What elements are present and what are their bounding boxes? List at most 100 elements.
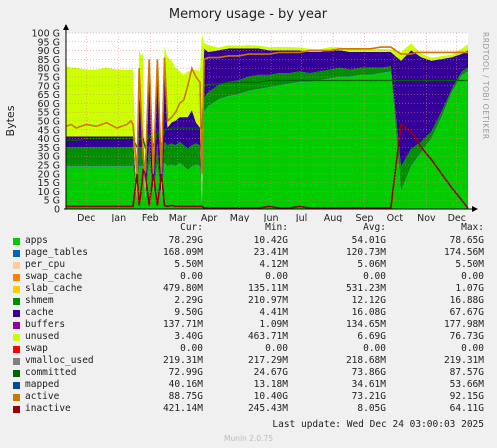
legend-swatch — [13, 346, 20, 353]
x-tick-label: Sep — [356, 213, 374, 222]
legend-row-vmalloc_used: vmalloc_used 219.31M 217.29M 218.68M 219.31M — [0, 355, 497, 367]
x-tick-label: Feb — [142, 213, 159, 222]
legend-name: buffers — [25, 319, 66, 330]
area-apps — [66, 71, 468, 209]
legend-row-swap: swap 0.00 0.00 0.00 0.00 — [0, 343, 497, 355]
legend-cur: 168.09M — [162, 247, 203, 258]
legend-max: 87.57G — [449, 367, 484, 378]
x-tick-label: Nov — [417, 213, 436, 222]
legend-swatch — [13, 406, 20, 413]
y-tick-label: 0 — [54, 205, 60, 216]
legend-min: 1.09M — [259, 319, 288, 330]
legend-min: 0.00 — [265, 343, 288, 354]
legend-max: 174.56M — [443, 247, 484, 258]
x-axis-arrow — [472, 206, 478, 212]
legend-avg: 218.68M — [345, 355, 386, 366]
legend-min: 210.97M — [247, 295, 288, 306]
legend-min: 135.11M — [247, 283, 288, 294]
legend-cur: 3.40G — [174, 331, 203, 342]
rrdtool-side-label: RRDTOOL / TOBI OETIKER — [481, 32, 490, 140]
legend-min: 217.29M — [247, 355, 288, 366]
legend-header-cur: Cur: — [180, 222, 203, 233]
legend-swatch — [13, 322, 20, 329]
x-tick-label: Aug — [324, 213, 343, 222]
legend-avg: 34.61M — [351, 379, 386, 390]
legend-header: Cur: Min: Avg: Max: — [0, 222, 497, 235]
legend-min: 4.41M — [259, 307, 288, 318]
legend-name: active — [25, 391, 60, 402]
legend-row-apps: apps 78.29G 10.42G 54.01G 78.65G — [0, 235, 497, 247]
y-axis-ticks: 05 G10 G15 G20 G25 G30 G35 G40 G45 G50 G… — [31, 29, 60, 216]
legend-max: 5.50M — [455, 259, 484, 270]
legend-swatch — [13, 238, 20, 245]
y-axis-label: Bytes — [4, 105, 17, 136]
legend-swatch — [13, 394, 20, 401]
x-tick-label: Dec — [448, 213, 466, 222]
x-tick-label: Jul — [295, 213, 307, 222]
last-update: Last update: Wed Dec 24 03:00:03 2025 — [272, 419, 484, 430]
legend-avg: 6.69G — [357, 331, 386, 342]
y-tick-label: 15 G — [38, 178, 60, 189]
gridlines — [66, 32, 468, 209]
legend-name: swap_cache — [25, 271, 83, 282]
legend-avg: 0.00 — [363, 271, 386, 282]
line-inactive — [66, 123, 469, 209]
y-tick-label: 40 G — [38, 134, 60, 145]
legend-cur: 2.29G — [174, 295, 203, 306]
legend-cur: 0.00 — [180, 343, 203, 354]
legend-swatch — [13, 286, 20, 293]
legend-avg: 73.86G — [351, 367, 386, 378]
legend-row-cache: cache 9.50G 4.41M 16.08G 67.67G — [0, 307, 497, 319]
legend-cur: 5.50M — [174, 259, 203, 270]
legend-name: shmem — [25, 295, 54, 306]
legend-name: per_cpu — [25, 259, 66, 270]
legend-swatch — [13, 370, 20, 377]
y-tick-label: 65 G — [38, 90, 60, 101]
x-tick-label: Jan — [110, 213, 126, 222]
legend-max: 219.31M — [443, 355, 484, 366]
legend-swatch — [13, 334, 20, 341]
legend-name: apps — [25, 235, 48, 246]
y-tick-label: 45 G — [38, 125, 60, 136]
y-tick-label: 20 G — [38, 169, 60, 180]
legend-cur: 88.75G — [168, 391, 203, 402]
legend-max: 76.73G — [449, 331, 484, 342]
y-tick-label: 85 G — [38, 55, 60, 66]
legend-name: vmalloc_used — [25, 355, 94, 366]
x-tick-label: May — [230, 213, 250, 222]
legend-name: cache — [25, 307, 54, 318]
legend-max: 92.15G — [449, 391, 484, 402]
legend-header-avg: Avg: — [363, 222, 386, 233]
legend-row-swap_cache: swap_cache 0.00 0.00 0.00 0.00 — [0, 271, 497, 283]
legend-avg: 134.65M — [345, 319, 386, 330]
legend-row-buffers: buffers 137.71M 1.09M 134.65M 177.98M — [0, 319, 497, 331]
legend-swatch — [13, 382, 20, 389]
y-tick-label: 35 G — [38, 143, 60, 154]
legend-swatch — [13, 250, 20, 257]
legend-avg: 54.01G — [351, 235, 386, 246]
legend-min: 10.42G — [253, 235, 288, 246]
x-axis-ticks: Dec Jan Feb Mar Apr May Jun Jul Aug Sep Oct Nov Dec — [77, 213, 466, 222]
legend-avg: 8.05G — [357, 403, 386, 414]
y-tick-label: 70 G — [38, 81, 60, 92]
legend-max: 0.00 — [461, 343, 484, 354]
line-committed — [66, 79, 468, 150]
stacked-areas — [66, 34, 468, 209]
legend-avg: 531.23M — [345, 283, 386, 294]
area-cache — [66, 48, 468, 204]
legend-row-unused: unused 3.40G 463.71M 6.69G 76.73G — [0, 331, 497, 343]
y-tick-label: 50 G — [38, 117, 60, 128]
legend-name: mapped — [25, 379, 60, 390]
legend-swatch — [13, 358, 20, 365]
legend-swatch — [13, 262, 20, 269]
legend-min: 245.43M — [247, 403, 288, 414]
y-tick-label: 90 G — [38, 46, 60, 57]
legend-row-per_cpu: per_cpu 5.50M 4.12M 5.06M 5.50M — [0, 259, 497, 271]
legend-max: 64.11G — [449, 403, 484, 414]
legend-min: 13.18M — [253, 379, 288, 390]
legend-max: 16.88G — [449, 295, 484, 306]
legend-row-page_tables: page_tables 168.09M 23.41M 120.73M 174.56M — [0, 247, 497, 259]
x-tick-label: Apr — [201, 213, 218, 222]
legend-swatch — [13, 310, 20, 317]
area-unused — [66, 34, 468, 202]
